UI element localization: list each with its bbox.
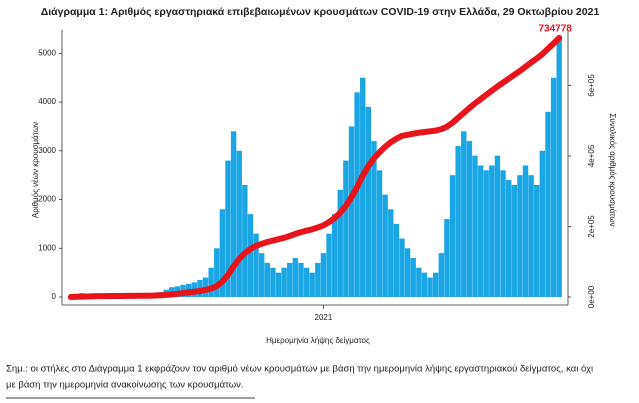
bar [298,262,304,297]
bar [309,272,315,297]
bar [337,189,343,297]
bar [404,248,411,297]
bar [270,267,276,297]
bar [483,170,489,297]
bar [500,170,506,297]
y2-tick-label: 4e+05 [587,144,596,167]
bar [449,175,456,297]
bar [472,155,478,297]
y2-axis-label: Συνολικός αριθμός κρουσμάτων [608,113,617,226]
bar [360,77,366,298]
bar [331,214,338,297]
bar [258,253,265,297]
bar [466,141,473,297]
footnote: με βάση την ημερομηνία ανακοίνωσης των κ… [6,380,244,391]
bar [494,155,501,297]
bar [214,248,220,297]
bar [455,145,461,297]
footnote: Σημ.: οι στήλες στο Διάγραμμα 1 εκφράζου… [6,364,593,375]
y2-tick-label: 6e+05 [587,74,596,97]
bar [421,272,428,297]
y2-tick-label: 2e+05 [587,215,596,238]
bar [416,267,422,297]
bar [315,262,321,297]
x-tick-label: 2021 [315,313,333,322]
bar [534,184,540,297]
y-tick-label: 1000 [38,243,56,252]
x-axis-label: Ημερομηνία λήψης δείγματος [266,336,370,345]
bar [399,238,405,297]
bar [505,180,512,297]
bar [292,258,299,297]
bar [382,194,388,297]
y-tick-label: 5000 [38,48,56,57]
bar [365,106,372,297]
bar [236,150,242,297]
bar [247,214,254,297]
bar [343,160,349,297]
annotation: 734778 [539,24,573,35]
bar [371,141,377,297]
bar [517,175,523,297]
bar [388,209,394,297]
y2-tick-label: 0e+00 [587,285,596,308]
bar [528,175,534,297]
bar [281,267,287,297]
bar [511,184,517,297]
bar [522,165,529,297]
cumulative-line [67,34,563,300]
bar [242,184,248,297]
bar [264,262,270,297]
y-tick-label: 4000 [38,97,56,106]
bar [489,165,495,297]
bar [376,170,383,297]
bar [550,77,557,298]
bar [303,267,310,297]
bar [348,126,355,297]
bar [393,223,400,297]
bar [477,165,484,297]
bar [287,262,293,297]
y-axis-label: Αριθμός νέων κρουσμάτων [31,122,40,218]
chart-title: Διάγραμμα 1: Αριθμός εργαστηριακά επιβεβ… [41,6,600,18]
bar [253,233,259,297]
bar [326,233,332,297]
bar [461,131,467,297]
y-tick-label: 0 [52,292,57,301]
bar [354,92,360,297]
bar [230,131,237,297]
bar [444,219,450,297]
bar [225,160,231,297]
y-tick-label: 2000 [38,195,56,204]
bar [410,258,416,297]
bar [545,111,551,297]
bar [432,272,439,297]
bar [556,38,562,297]
bar [427,277,433,297]
bar [438,253,445,297]
y-tick-label: 3000 [38,146,56,155]
bar [208,267,214,297]
bar [219,209,226,297]
bar [539,150,546,297]
bar [275,272,282,297]
bar [320,253,327,297]
